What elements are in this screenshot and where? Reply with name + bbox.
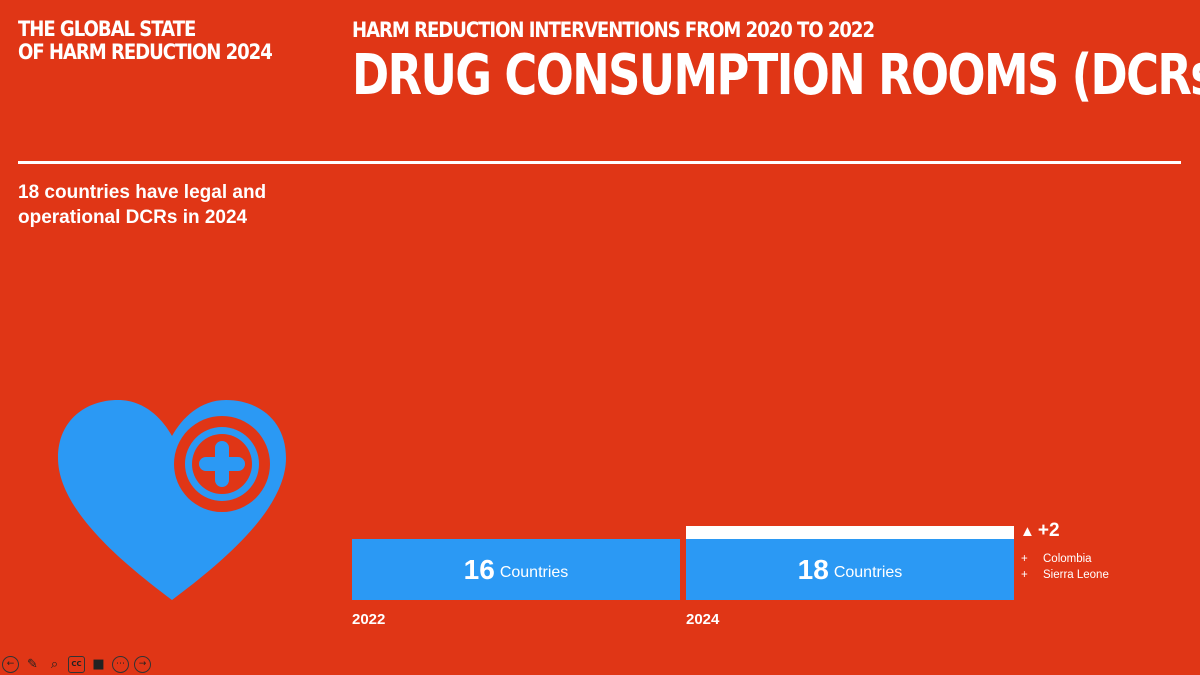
camera-button[interactable]: ■ (90, 656, 107, 673)
pencil-icon: ✎ (27, 657, 38, 672)
year-label-2022: 2022 (352, 611, 386, 628)
bar-2024-unit: Countries (833, 563, 903, 581)
slide-title: DRUG CONSUMPTION ROOMS (DCRs) (352, 43, 1200, 108)
video-camera-icon: ■ (92, 657, 105, 672)
year-label-2024: 2024 (686, 611, 720, 628)
presentation-controls: ← ✎ ⌕ CC ■ ⋯ → (2, 656, 151, 673)
summary-text: 18 countries have legal and operational … (18, 182, 267, 228)
heart-plus-icon (58, 400, 286, 600)
bar-2022-unit: Countries (499, 563, 569, 581)
list-item: + Sierra Leone (1021, 567, 1109, 583)
up-triangle-icon: ▲ (1020, 523, 1035, 540)
plus-horizontal (199, 457, 245, 471)
bar-2022-value: 16 (463, 553, 495, 585)
added-country: Sierra Leone (1043, 569, 1109, 581)
captions-button[interactable]: CC (68, 656, 85, 673)
more-button[interactable]: ⋯ (112, 656, 129, 673)
slide-supertitle: HARM REDUCTION INTERVENTIONS FROM 2020 T… (352, 18, 875, 42)
header-divider (18, 161, 1181, 164)
bar-2024-value: 18 (797, 553, 829, 585)
bar-2024-increment (686, 526, 1014, 539)
magnifier-icon: ⌕ (50, 657, 59, 672)
added-country: Colombia (1043, 553, 1092, 565)
plus-icon: + (1021, 553, 1028, 565)
cc-icon: CC (71, 660, 82, 668)
arrow-left-icon: ← (6, 659, 15, 669)
more-icon: ⋯ (116, 659, 125, 669)
arrow-right-icon: → (138, 659, 147, 669)
list-item: + Colombia (1021, 551, 1109, 567)
change-indicator: ▲ +2 (1020, 520, 1060, 542)
next-slide-button[interactable]: → (134, 656, 151, 673)
added-countries-list: + Colombia + Sierra Leone (1021, 551, 1109, 583)
report-brand: THE GLOBAL STATE OF HARM REDUCTION 2024 (18, 17, 273, 64)
zoom-button[interactable]: ⌕ (46, 656, 63, 673)
bar-2022: 16 Countries (352, 539, 680, 600)
brand-line-2: OF HARM REDUCTION 2024 (18, 40, 273, 64)
plus-icon: + (1021, 569, 1028, 581)
previous-slide-button[interactable]: ← (2, 656, 19, 673)
pen-button[interactable]: ✎ (24, 656, 41, 673)
bar-2024: 18 Countries (686, 539, 1014, 600)
change-value: +2 (1037, 520, 1060, 541)
brand-line-1: THE GLOBAL STATE (18, 17, 196, 41)
